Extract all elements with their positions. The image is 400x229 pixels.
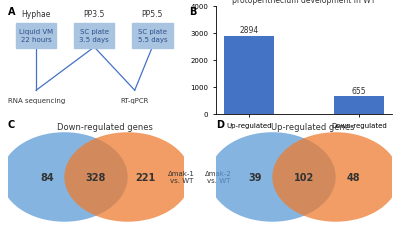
Text: SC plate
5.5 days: SC plate 5.5 days (138, 29, 167, 43)
Text: A: A (8, 7, 16, 17)
Text: C: C (8, 119, 15, 129)
Text: B: B (190, 7, 197, 17)
Text: Liquid VM
22 hours: Liquid VM 22 hours (19, 29, 53, 43)
Text: 39: 39 (248, 172, 262, 182)
Text: 655: 655 (352, 87, 366, 95)
Text: Hyphae: Hyphae (22, 10, 51, 19)
Text: 102: 102 (294, 172, 314, 182)
FancyBboxPatch shape (132, 24, 172, 48)
Text: Δmak-2
vs. WT: Δmak-2 vs. WT (205, 171, 232, 184)
FancyBboxPatch shape (74, 24, 114, 48)
Text: 221: 221 (135, 172, 156, 182)
Text: PP3.5: PP3.5 (84, 10, 105, 19)
Bar (224, 37, 274, 114)
Text: Down-regulated genes: Down-regulated genes (57, 122, 153, 131)
Ellipse shape (64, 133, 191, 222)
Text: 48: 48 (346, 172, 360, 182)
Ellipse shape (209, 133, 336, 222)
Text: PP5.5: PP5.5 (142, 10, 163, 19)
FancyBboxPatch shape (16, 24, 56, 48)
Text: RT-qPCR: RT-qPCR (120, 98, 149, 104)
Text: 84: 84 (40, 172, 54, 182)
Bar (334, 97, 384, 114)
Text: SC plate
3.5 days: SC plate 3.5 days (79, 29, 109, 43)
Text: Δmak-1
vs. WT: Δmak-1 vs. WT (168, 171, 195, 184)
Text: D: D (216, 119, 224, 129)
Text: Up-regulated genes: Up-regulated genes (271, 122, 354, 131)
Text: 328: 328 (86, 172, 106, 182)
Ellipse shape (272, 133, 399, 222)
Ellipse shape (1, 133, 128, 222)
Text: RNA sequencing: RNA sequencing (8, 98, 65, 104)
Title: Number of genes affected during
protoperithecium development in WT: Number of genes affected during protoper… (232, 0, 376, 5)
Text: 2894: 2894 (239, 26, 258, 35)
